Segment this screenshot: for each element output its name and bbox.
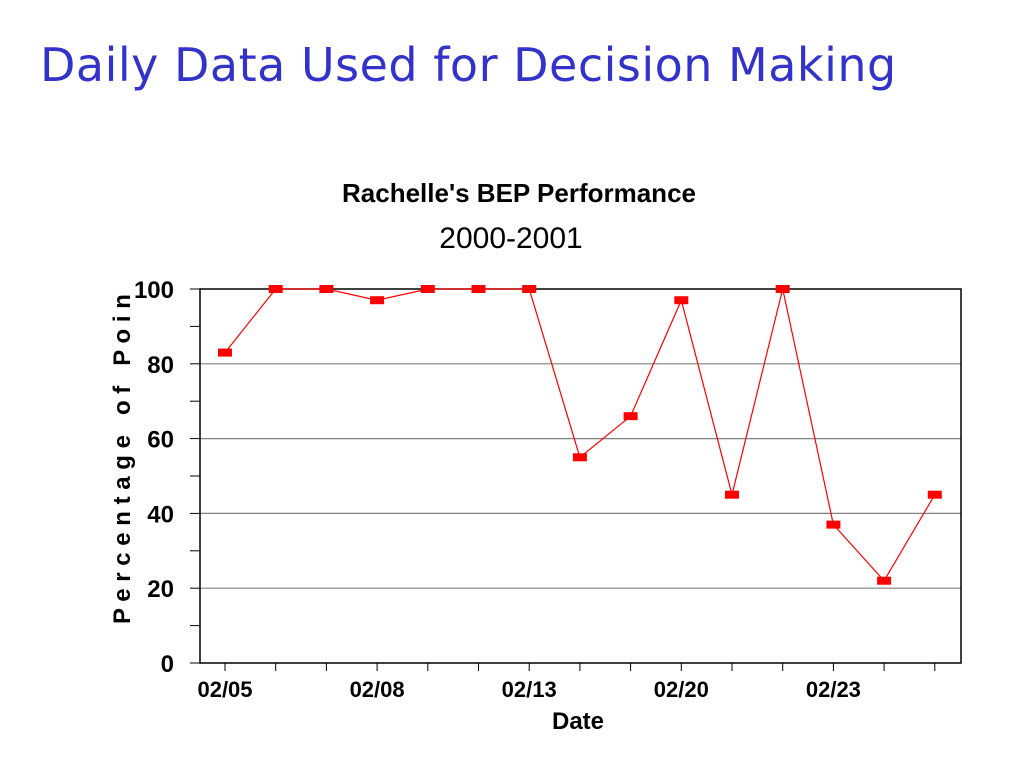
slide-title: Daily Data Used for Decision Making (40, 38, 897, 92)
x-tick-label: 02/13 (502, 677, 557, 702)
data-point (471, 285, 486, 293)
data-point (826, 520, 841, 529)
data-point (623, 412, 638, 421)
data-point (319, 285, 334, 293)
data-point (725, 490, 739, 499)
data-point (218, 348, 232, 357)
data-point (674, 296, 689, 305)
data-point (268, 285, 283, 293)
y-tick-label: 60 (147, 427, 174, 454)
x-tick-label: 02/23 (806, 677, 861, 702)
data-point (370, 296, 385, 305)
x-tick-label: 02/08 (350, 677, 405, 702)
x-axis-label: Date (552, 708, 604, 735)
y-tick-label: 0 (161, 651, 174, 678)
x-axis: 02/05 02/08 02/13 02/20 02/23 (197, 663, 936, 702)
data-point (420, 285, 435, 293)
series-line (224, 288, 936, 582)
x-tick-label: 02/20 (654, 677, 709, 702)
y-tick-label: 20 (147, 576, 174, 603)
data-point (572, 453, 587, 462)
grid-lines (200, 363, 961, 589)
chart-subtitle: 2000-2001 (439, 222, 582, 255)
x-tick-label: 02/05 (197, 677, 252, 702)
chart-title: Rachelle's BEP Performance (342, 178, 696, 208)
y-axis-label: P e r c e n t a g e o f P o i n (109, 294, 136, 624)
data-point (927, 490, 942, 499)
data-point (522, 285, 537, 293)
y-tick-label: 80 (147, 352, 174, 379)
y-tick-label: 100 (134, 277, 174, 304)
data-point (775, 285, 790, 293)
series-markers (218, 285, 942, 585)
plot-area (199, 288, 962, 664)
data-point (877, 576, 892, 585)
y-axis: 0 20 40 60 80 100 (134, 277, 200, 678)
y-tick-label: 40 (147, 501, 174, 528)
